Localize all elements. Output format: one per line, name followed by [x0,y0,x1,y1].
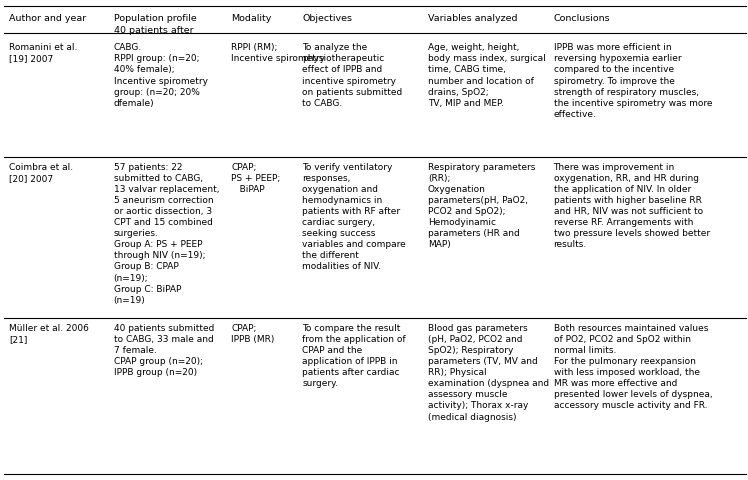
Text: Blood gas parameters
(pH, PaO2, PCO2 and
SpO2); Respiratory
parameters (TV, MV a: Blood gas parameters (pH, PaO2, PCO2 and… [428,323,549,420]
Text: Conclusions: Conclusions [554,14,610,24]
Text: CPAP;
IPPB (MR): CPAP; IPPB (MR) [231,323,275,343]
Text: IPPB was more efficient in
reversing hypoxemia earlier
compared to the incentive: IPPB was more efficient in reversing hyp… [554,43,712,119]
Text: Author and year: Author and year [9,14,86,24]
Text: Age, weight, height,
body mass index, surgical
time, CABG time,
number and locat: Age, weight, height, body mass index, su… [428,43,545,108]
Text: There was improvement in
oxygenation, RR, and HR during
the application of NIV. : There was improvement in oxygenation, RR… [554,162,710,249]
Text: Romanini et al.
[19] 2007: Romanini et al. [19] 2007 [9,43,77,63]
Text: Coimbra et al.
[20] 2007: Coimbra et al. [20] 2007 [9,162,73,182]
Text: Both resources maintained values
of PO2, PCO2 and SpO2 within
normal limits.
For: Both resources maintained values of PO2,… [554,323,712,409]
Text: Müller et al. 2006
[21]: Müller et al. 2006 [21] [9,323,89,343]
Text: 40 patients submitted
to CABG, 33 male and
7 female.
CPAP group (n=20);
IPPB gro: 40 patients submitted to CABG, 33 male a… [114,323,214,376]
Text: Variables analyzed: Variables analyzed [428,14,518,24]
Text: 57 patients: 22
submitted to CABG,
13 valvar replacement,
5 aneurism correction
: 57 patients: 22 submitted to CABG, 13 va… [114,162,219,304]
Text: Respiratory parameters
(RR);
Oxygenation
parameters(pH, PaO2,
PCO2 and SpO2);
He: Respiratory parameters (RR); Oxygenation… [428,162,536,249]
Text: CPAP;
PS + PEEP;
   BiPAP: CPAP; PS + PEEP; BiPAP [231,162,280,193]
Text: Modality: Modality [231,14,272,24]
Text: To compare the result
from the application of
CPAP and the
application of IPPB i: To compare the result from the applicati… [302,323,406,387]
Text: To verify ventilatory
responses,
oxygenation and
hemodynamics in
patients with R: To verify ventilatory responses, oxygena… [302,162,406,271]
Text: RPPI (RM);
Incentive spirometry: RPPI (RM); Incentive spirometry [231,43,325,63]
Text: To analyze the
physiotherapeutic
effect of IPPB and
incentive spirometry
on pati: To analyze the physiotherapeutic effect … [302,43,402,108]
Text: CABG.
RPPI group: (n=20;
40% female);
Incentive spirometry
group: (n=20; 20%
dfe: CABG. RPPI group: (n=20; 40% female); In… [114,43,208,108]
Text: Objectives: Objectives [302,14,352,24]
Text: Population profile
40 patients after: Population profile 40 patients after [114,14,197,35]
